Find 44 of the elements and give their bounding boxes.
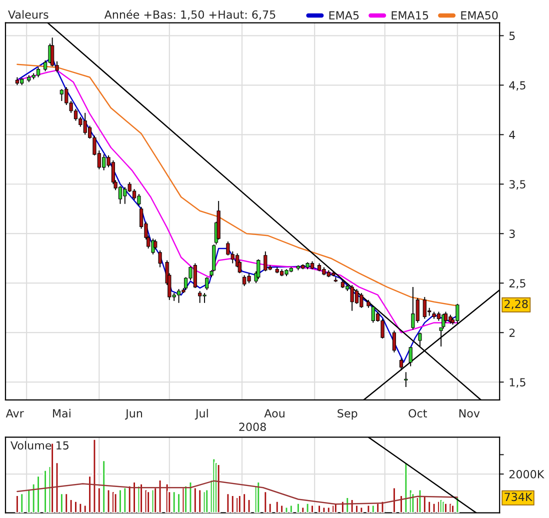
bar [216,464,221,513]
candlestick [205,276,209,291]
annotation: 734K [504,492,532,502]
bar [410,492,416,513]
x-axis-title: 2008 [239,422,266,432]
bar [43,469,48,513]
y-tick-label: 2,5 [509,279,526,289]
candlestick [392,330,396,353]
x-tick-label: Nov [459,409,480,418]
x-tick-label: Oct [408,409,427,418]
candlestick [399,358,404,371]
x-tick-label: Aou [264,409,284,418]
y-tick-label: 3 [509,230,515,238]
candlestick [158,250,162,268]
annotation: 2,28 [504,300,528,310]
candlestick [404,372,408,388]
x-tick-label: Jul [194,408,208,420]
candlestick [256,258,260,280]
legend-label: EMA15 [392,11,428,20]
y-tick-label: 1,5 [510,378,526,388]
y-tick-label: 2000K [509,470,544,478]
candlestick [418,332,422,347]
x-tick-label: Jun [125,409,142,420]
bar [146,490,150,513]
legend-title: Valeurs [8,10,48,19]
bar [366,504,371,513]
y-tick-label: 2 [509,328,515,337]
bar [392,486,396,513]
x-tick-label: Mai [53,408,70,418]
legend-label: EMA50 [461,11,498,20]
y-tick-label: 4,5 [509,81,526,91]
candlestick [408,346,412,367]
y-tick-label: 3,5 [509,180,526,190]
bar [226,492,230,513]
text: Année +Bas: 1,50 +Haut: 6,75 [104,10,276,20]
bar [256,481,260,513]
y-tick-label: 5 [509,32,515,40]
x-tick-label: Avr [6,409,24,418]
legend-label: EMA5 [329,11,359,20]
x-tick-label: Sep [338,409,358,420]
chart-title: Volume 15 [10,440,68,450]
y-tick-label: 4 [509,130,516,139]
bar [158,479,162,513]
bar [263,490,268,513]
